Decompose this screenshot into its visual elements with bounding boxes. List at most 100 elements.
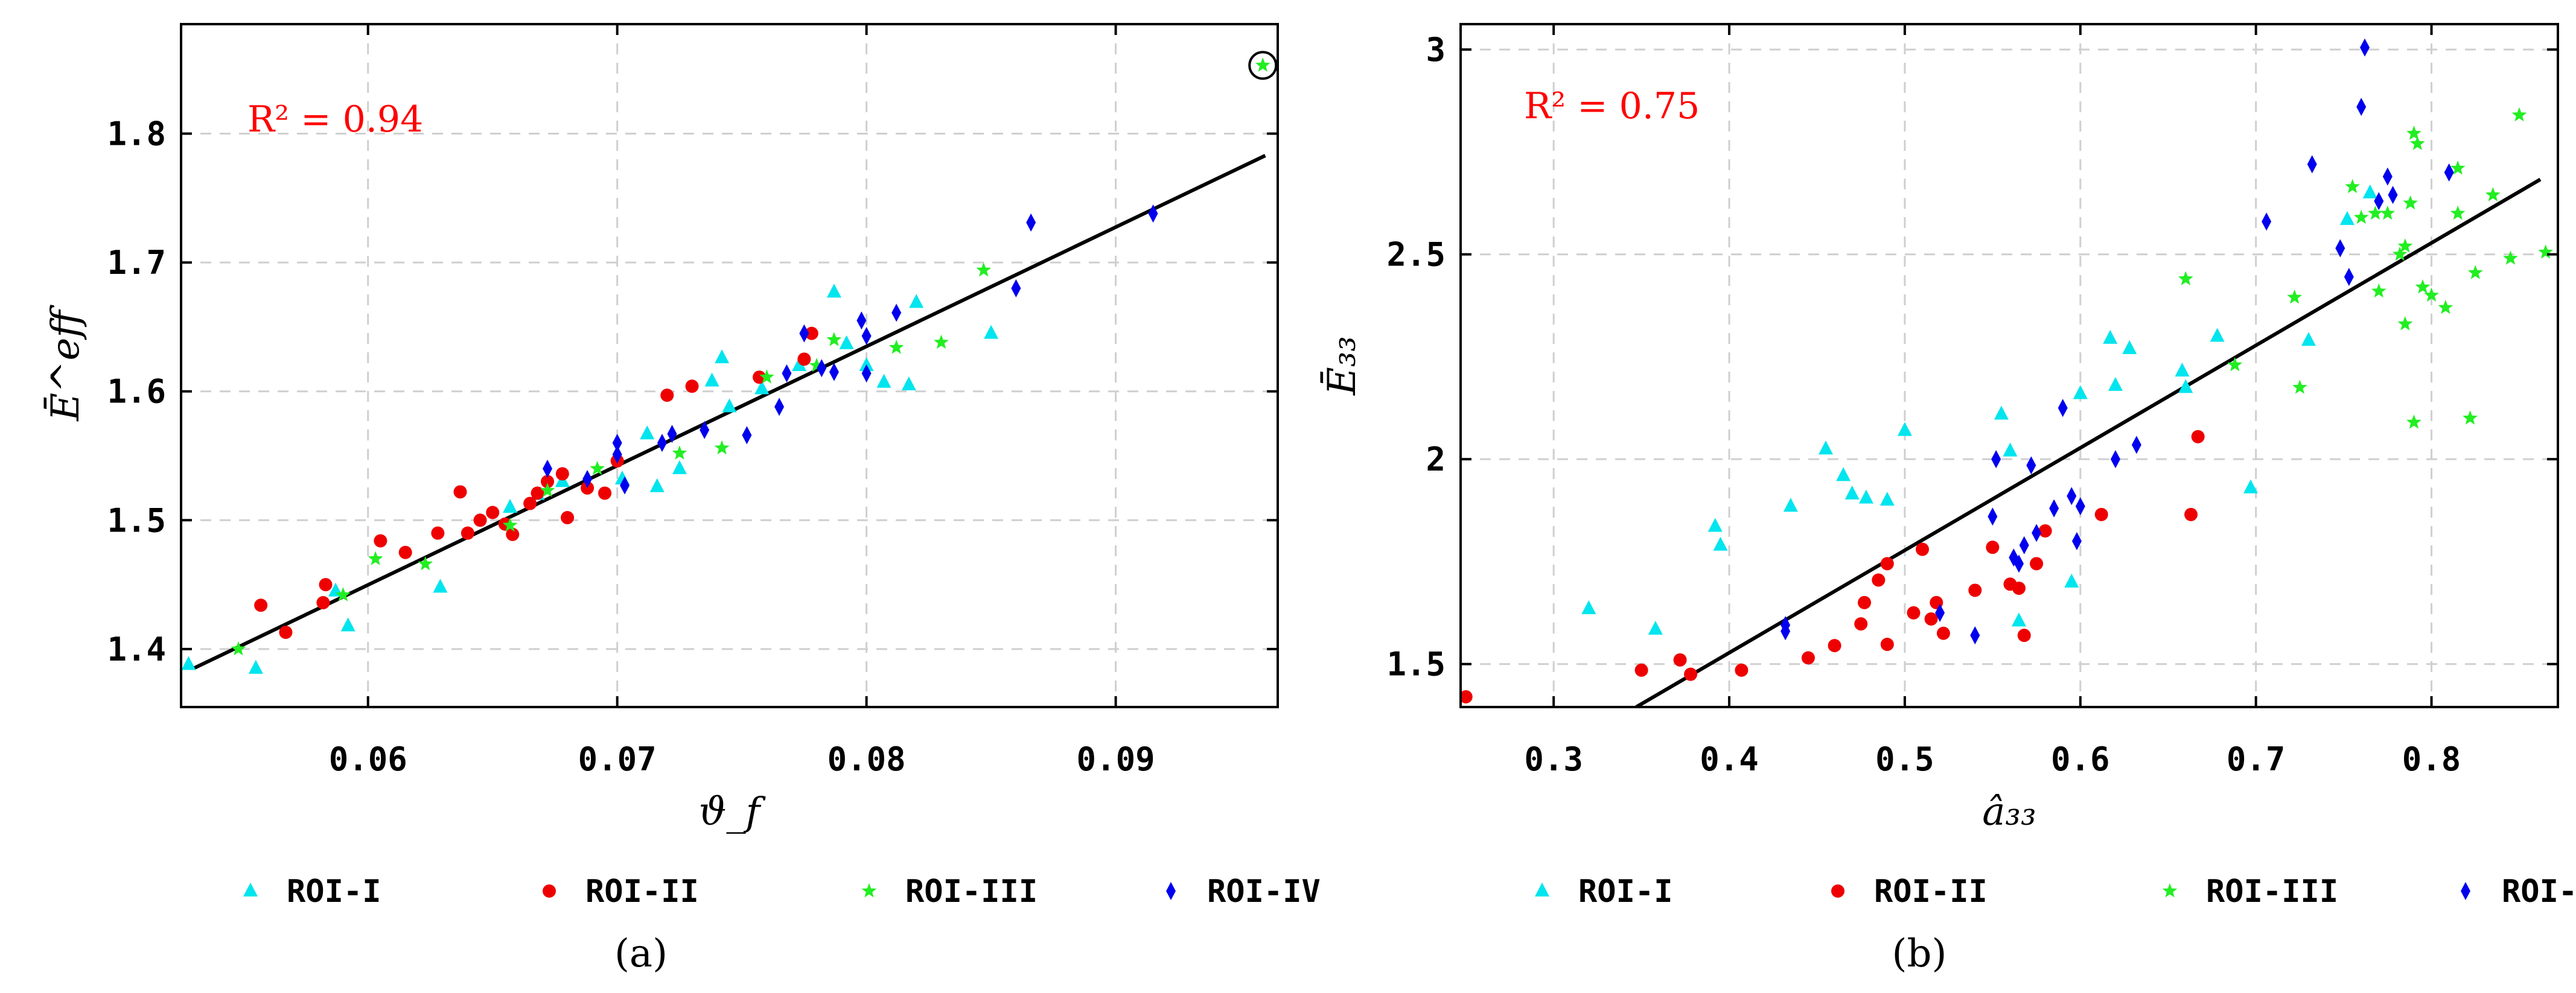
data-point (2403, 195, 2418, 210)
x-tick-label: 0.8 (2402, 740, 2461, 778)
data-point (2058, 399, 2068, 417)
data-point (1781, 616, 1791, 635)
legend-marker (243, 883, 258, 896)
data-point (934, 334, 949, 349)
data-point (2371, 283, 2386, 298)
data-point (598, 486, 612, 500)
data-point (714, 440, 730, 455)
legend-marker (1166, 882, 1176, 900)
data-point (1907, 606, 1921, 620)
data-point (2030, 557, 2044, 571)
data-point (254, 598, 268, 612)
data-point (809, 358, 824, 372)
data-point (2335, 239, 2345, 258)
series-roi-ii (254, 326, 818, 639)
data-point (612, 445, 622, 464)
data-point (248, 659, 263, 674)
plot-area (181, 24, 1278, 707)
data-point (722, 398, 737, 413)
data-point (700, 420, 710, 439)
data-point (753, 370, 767, 384)
data-point (2374, 192, 2384, 211)
data-point (1854, 617, 1868, 631)
data-point (2360, 38, 2370, 57)
data-point (1986, 541, 2000, 554)
data-point (2438, 299, 2453, 314)
data-point (2064, 573, 2079, 588)
data-point (2011, 612, 2026, 627)
legend-label: ROI-III (2206, 874, 2338, 910)
data-point (1879, 492, 1895, 506)
data-point (2406, 125, 2421, 140)
data-point (2339, 211, 2354, 225)
data-point (2038, 524, 2052, 538)
data-point (805, 326, 818, 340)
data-point (672, 445, 687, 460)
data-point (398, 545, 412, 559)
axes-frame (1459, 23, 2559, 708)
data-point (2262, 212, 2272, 231)
legend-entry-roi-iii: ROI-III (2162, 874, 2338, 910)
data-point (2073, 385, 2088, 399)
data-point (540, 483, 555, 497)
data-point (2467, 265, 2483, 279)
data-point (582, 469, 593, 488)
data-point (2032, 524, 2042, 542)
data-point (1255, 57, 1270, 72)
data-point (1026, 213, 1036, 232)
data-point (2003, 442, 2018, 457)
data-point (431, 526, 445, 540)
data-point (2485, 187, 2501, 201)
data-point (799, 324, 809, 343)
data-point (231, 641, 246, 656)
data-point (2210, 328, 2225, 342)
data-point (612, 434, 622, 452)
data-point (1684, 667, 1698, 681)
legend-label: ROI-III (905, 874, 1038, 910)
data-point (685, 379, 699, 393)
data-point (1648, 620, 1663, 635)
data-point (672, 460, 687, 474)
data-point (859, 357, 874, 371)
data-point (1828, 639, 1841, 653)
data-point (1880, 557, 1894, 571)
data-point (486, 506, 500, 519)
data-point (715, 349, 730, 364)
series-roi-iii (2178, 107, 2553, 429)
legend-label: ROI-II (1874, 874, 1988, 910)
data-point (340, 617, 355, 632)
data-point (2503, 250, 2518, 265)
data-point (888, 340, 904, 354)
data-point (374, 534, 387, 548)
data-point (1897, 422, 1912, 436)
data-point (909, 294, 924, 308)
data-point (316, 595, 330, 609)
data-point (2071, 531, 2082, 550)
data-point (2356, 98, 2367, 116)
data-point (1634, 663, 1648, 677)
data-point (2178, 379, 2193, 393)
data-point (742, 426, 752, 445)
data-point (503, 498, 518, 513)
data-point (1994, 405, 2009, 420)
data-point (817, 359, 827, 378)
legend-entry-roi-iv: ROI-IV (2461, 874, 2576, 910)
x-tick-label: 0.07 (578, 740, 657, 778)
data-point (2388, 186, 2398, 205)
data-point (839, 335, 854, 349)
data-point (2397, 316, 2413, 331)
data-point (826, 284, 841, 298)
legend-marker (2461, 882, 2470, 900)
chart-panel-a: 0.06 0.07 0.08 0.09 1.4 1.5 1.6 1.7 1.8 R² = 0.94… (43, 23, 1321, 976)
data-point (2345, 179, 2360, 194)
data-point (759, 369, 774, 384)
data-point (620, 476, 630, 495)
data-point (502, 517, 518, 532)
y-tick-label: 1.8 (107, 115, 166, 153)
data-point (1968, 583, 1982, 597)
x-tick-label: 0.7 (2227, 740, 2286, 778)
data-point (2012, 582, 2026, 595)
data-point (2424, 287, 2439, 302)
legend-marker (861, 883, 877, 898)
chart-panel-b: 0.3 0.4 0.5 0.6 0.7 0.8 1.5 2 2.5 3 R² = 0.75 â₃₃ Ē₃… (1320, 23, 2576, 976)
